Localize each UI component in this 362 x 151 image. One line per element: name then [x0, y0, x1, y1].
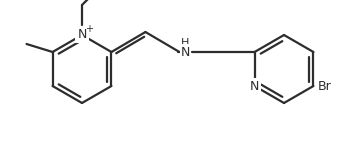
Text: +: +: [85, 24, 93, 34]
Text: N: N: [181, 45, 190, 58]
Text: Br: Br: [317, 79, 331, 93]
Text: N: N: [250, 79, 259, 93]
Text: H: H: [181, 38, 190, 48]
Text: N: N: [77, 29, 87, 42]
